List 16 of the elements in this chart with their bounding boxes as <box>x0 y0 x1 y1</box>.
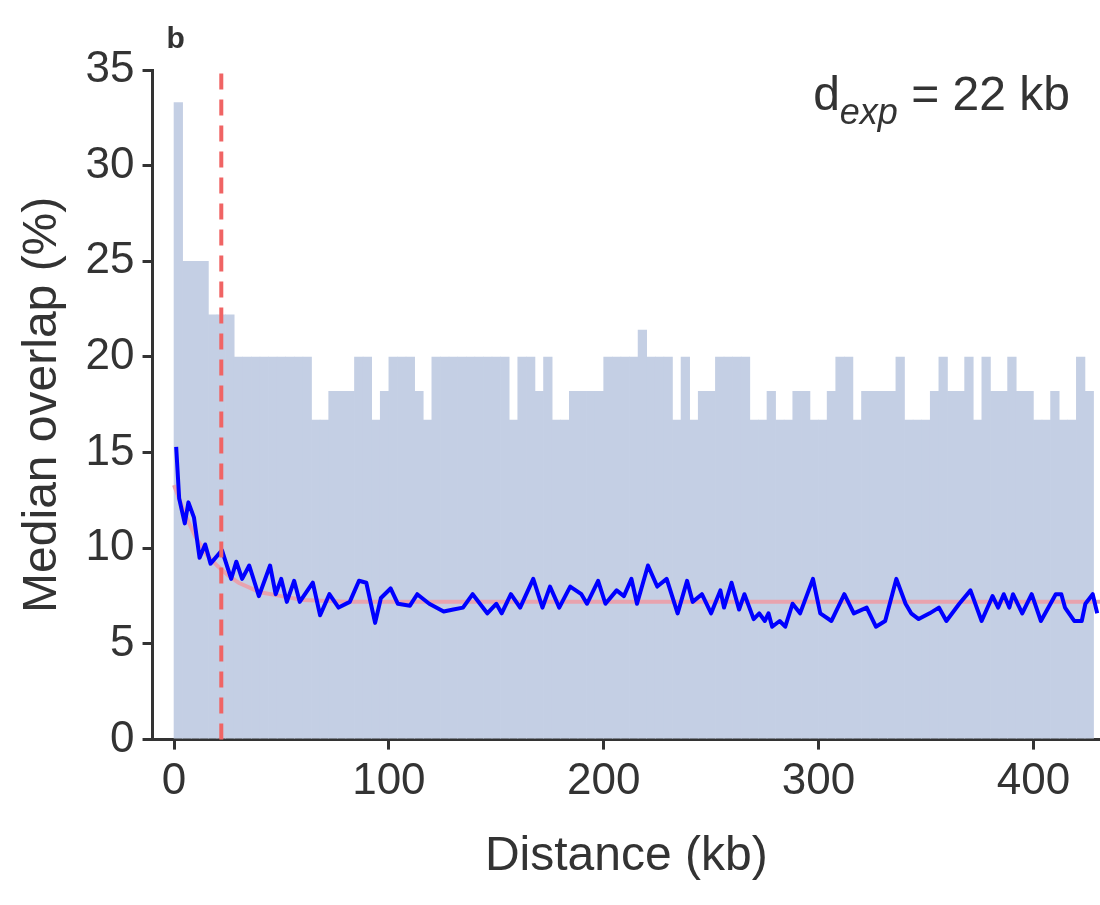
x-tick-label: 0 <box>161 754 187 804</box>
x-axis-title: Distance (kb) <box>484 827 768 881</box>
y-axis-title: Median overlap (%) <box>13 196 67 613</box>
x-tick-label: 400 <box>996 754 1071 804</box>
y-tick-label: 20 <box>85 329 135 379</box>
x-tick-label: 300 <box>781 754 856 804</box>
y-tick-label: 30 <box>85 137 135 187</box>
y-tick-label: 5 <box>110 616 135 666</box>
y-tick-label: 25 <box>85 233 135 283</box>
y-tick-label: 0 <box>110 711 135 761</box>
text: b <box>166 21 185 54</box>
y-tick-label: 35 <box>85 42 135 92</box>
x-tick-label: 200 <box>567 754 641 804</box>
y-tick-label: 10 <box>85 520 135 570</box>
y-tick-label: 15 <box>85 424 135 474</box>
x-tick-label: 100 <box>352 754 426 804</box>
